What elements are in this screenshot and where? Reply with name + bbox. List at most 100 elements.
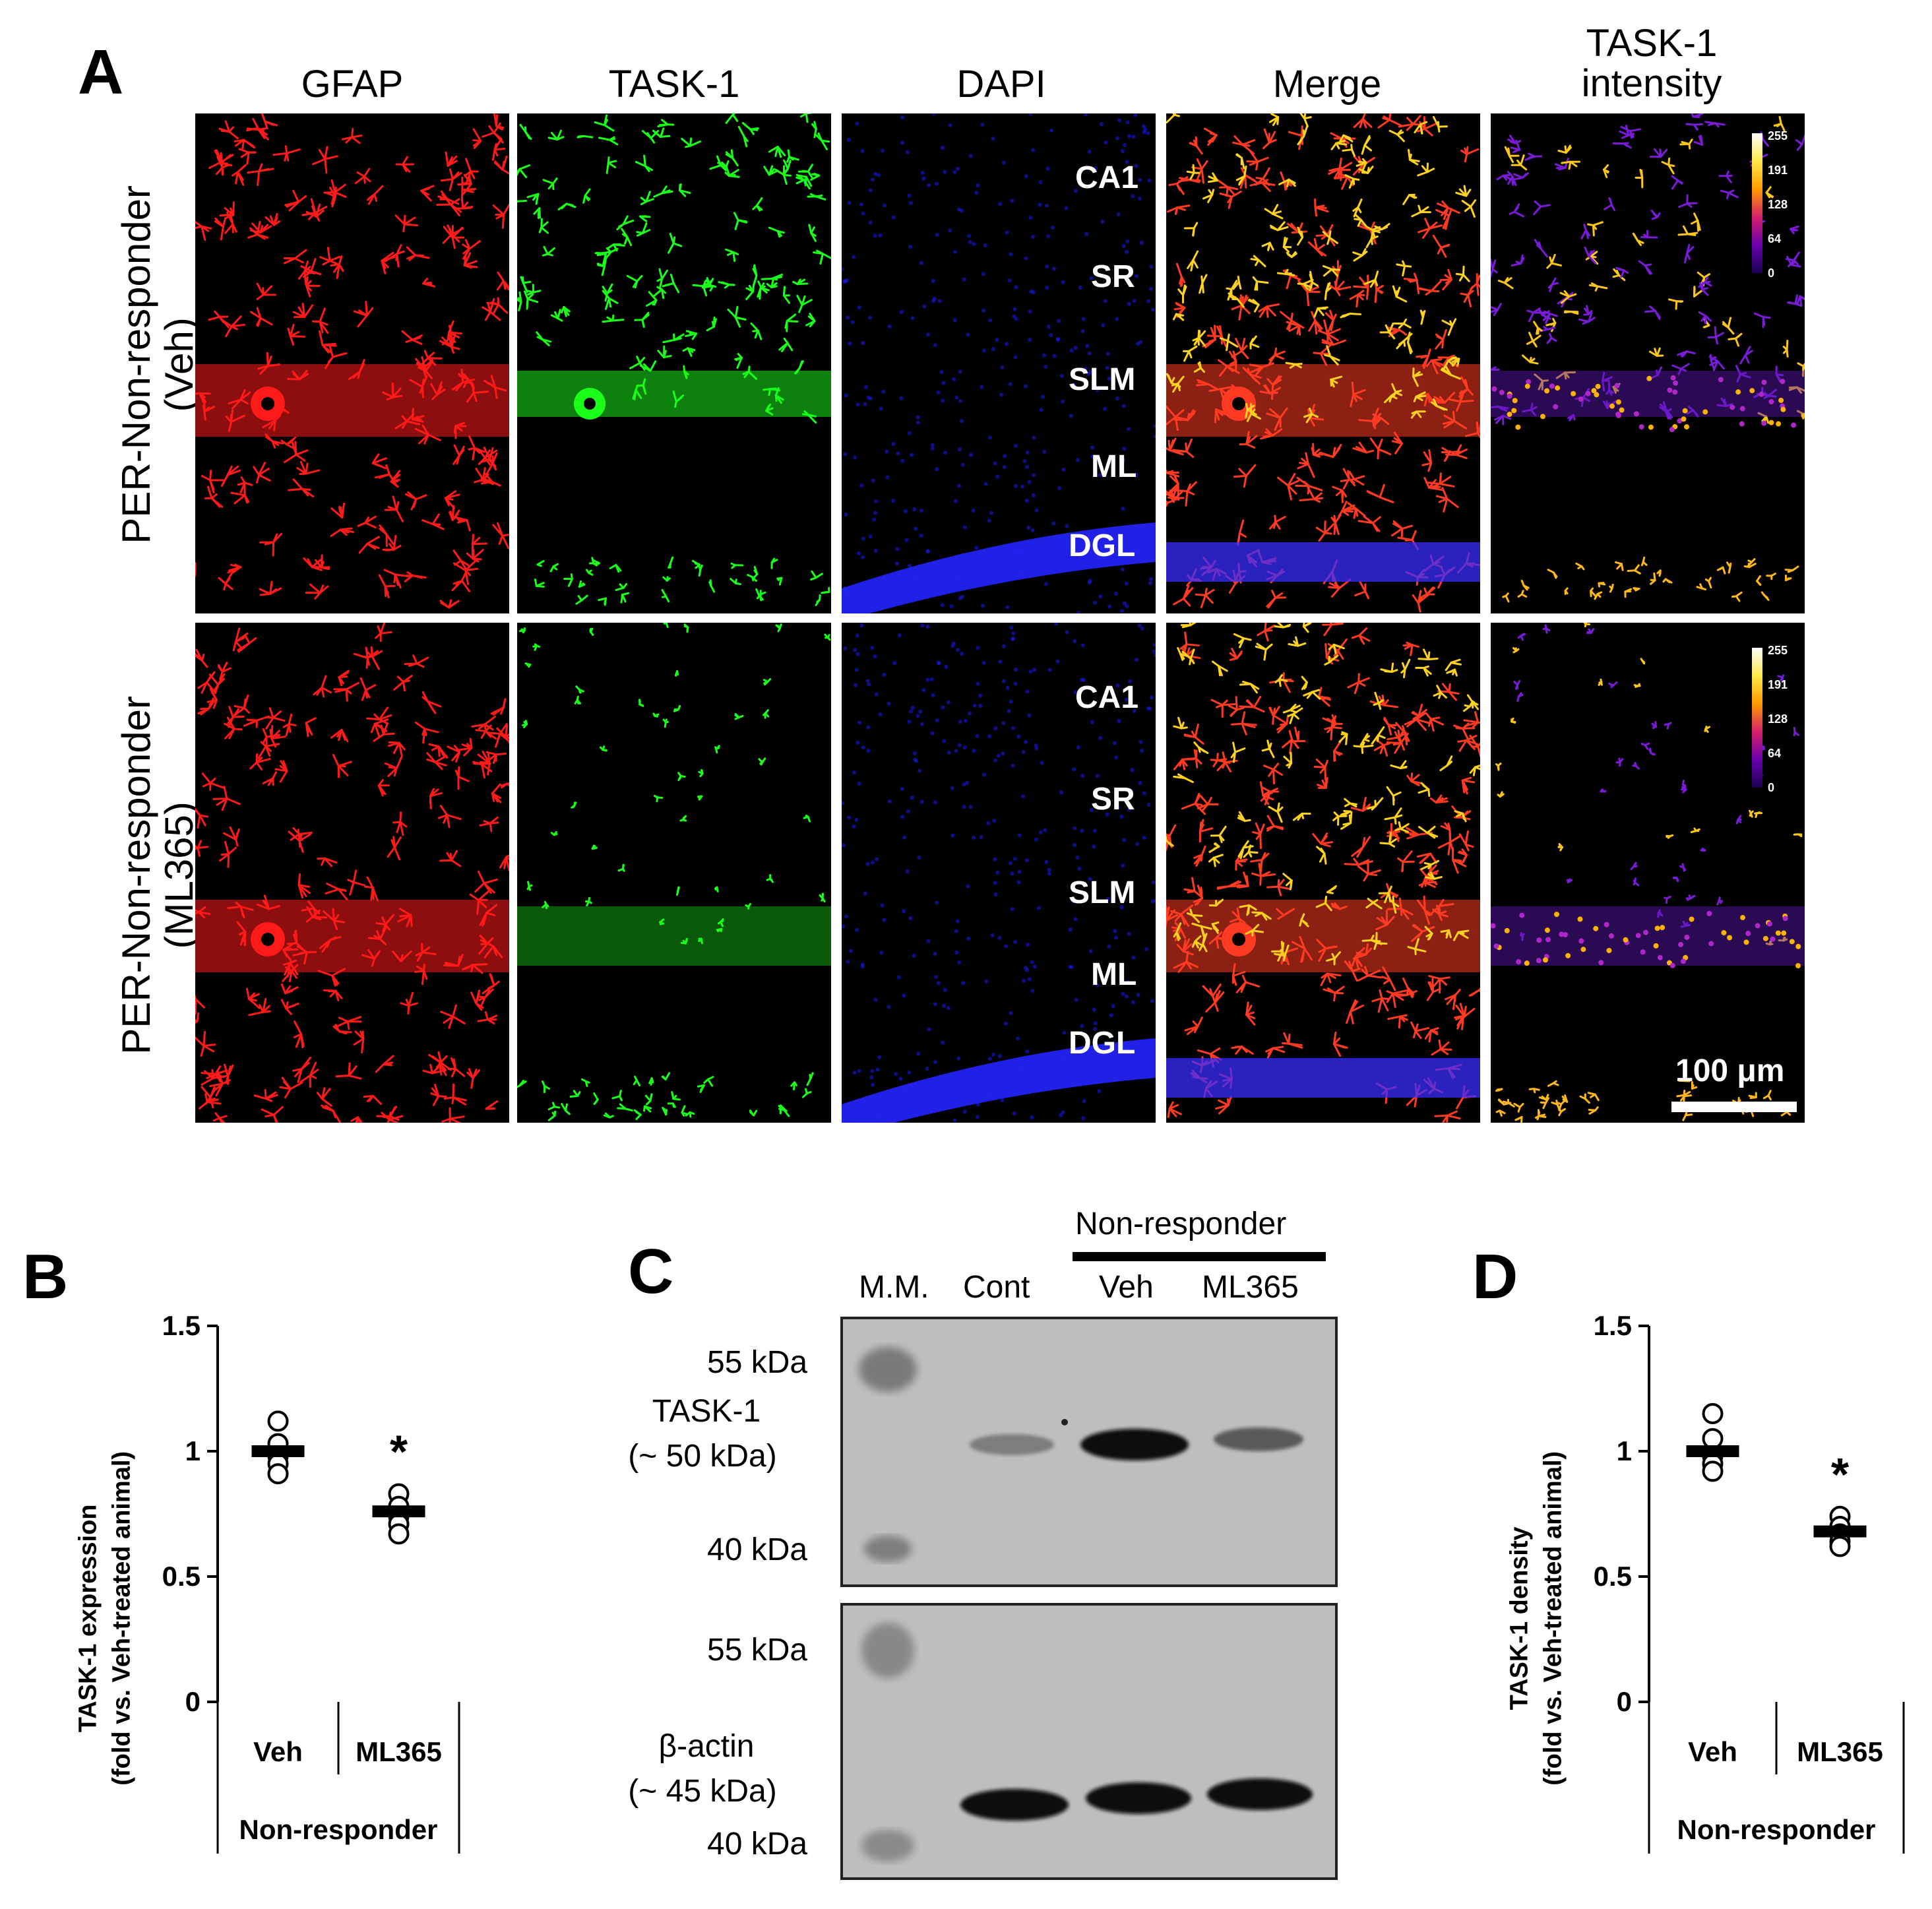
blot-bottom	[840, 1603, 1338, 1880]
colorbar-tick-row1-128: 128	[1768, 198, 1788, 211]
panel-b-mean-0	[251, 1445, 305, 1457]
row-label-veh: PER-Non-responder (Veh)	[114, 141, 201, 589]
colorbar-tick-row2-191: 191	[1768, 678, 1788, 691]
scale-bar	[1671, 1102, 1797, 1112]
region-label-sr-row1: SR	[1091, 259, 1135, 294]
panel-d-group-label: Non-responder	[1677, 1814, 1875, 1845]
micrograph-merge-row2	[1166, 623, 1480, 1123]
panel-b-xlabel-0: Veh	[253, 1736, 303, 1767]
panel-d-ytick-label-0: 1.5	[1594, 1310, 1632, 1341]
blot-group-label: Non-responder	[1075, 1206, 1287, 1241]
top-protein-line2: (~ 50 kDa)	[628, 1439, 777, 1474]
region-label-ml-row2: ML	[1091, 957, 1137, 992]
lane-label-ml365: ML365	[1202, 1270, 1299, 1305]
micrograph-task1-row1	[517, 113, 831, 613]
blot-group-bar	[1073, 1252, 1326, 1261]
region-label-slm-row1: SLM	[1069, 362, 1136, 397]
panel-b-ytick-label-1: 1	[185, 1435, 201, 1466]
panel-d-ytick-label-2: 0.5	[1594, 1561, 1632, 1592]
panel-d-point-0-1	[1702, 1428, 1724, 1449]
marker-band-40-top	[864, 1536, 912, 1562]
panel-d-letter: D	[1472, 1241, 1518, 1312]
top-marker-40: 40 kDa	[707, 1532, 808, 1567]
panel-b-ytick-label-3: 0	[185, 1686, 201, 1717]
task1-band-ml365	[1214, 1427, 1303, 1451]
colorbar-tick-row2-255: 255	[1768, 644, 1788, 657]
row-label-ml365-line1: PER-Non-responder	[114, 696, 159, 1055]
colorbar-tick-row1-0: 0	[1768, 266, 1775, 280]
task1-band-cont	[970, 1434, 1054, 1455]
panel-b-xlabel-1: ML365	[356, 1736, 442, 1767]
blot-top	[840, 1317, 1338, 1587]
marker-band-55-top	[859, 1347, 917, 1392]
blot-speck	[1061, 1419, 1068, 1425]
panel-b-point-1-4	[388, 1523, 410, 1545]
panel-d-xlabel-0: Veh	[1688, 1736, 1737, 1767]
panel-b-chart: 1.5 1 0.5 0 Veh ML365 Non-responder *	[162, 1310, 460, 1854]
panel-b-ytick-label-0: 1.5	[162, 1310, 201, 1341]
top-protein-line1: TASK-1	[652, 1394, 761, 1429]
panel-d-xlabel-1: ML365	[1797, 1736, 1883, 1767]
panel-d-mean-0	[1686, 1445, 1739, 1457]
bottom-protein-line1: β-actin	[658, 1729, 755, 1764]
colorbar-row1	[1752, 133, 1762, 273]
column-title-task1-intensity: TASK-1 intensity	[1581, 22, 1722, 105]
panel-d-ylabel: TASK-1 density (fold vs. Veh-treated ani…	[1503, 1420, 1571, 1816]
micrograph-gfap-row1	[195, 113, 509, 613]
actin-band-cont	[960, 1789, 1069, 1821]
panel-b-ytick-label-2: 0.5	[162, 1561, 201, 1592]
panel-d-significance: *	[1831, 1449, 1850, 1500]
panel-b-point-0-0	[267, 1410, 289, 1432]
colorbar-row2	[1752, 648, 1762, 788]
column-title-task1: TASK-1	[608, 63, 740, 106]
panel-d-ylabel-line1: TASK-1 density	[1505, 1526, 1534, 1710]
panel-b-ylabel-line1: TASK-1 expression	[74, 1504, 102, 1733]
row-label-veh-line1: PER-Non-responder	[114, 185, 159, 544]
panel-d-point-0-0	[1702, 1403, 1724, 1424]
colorbar-tick-row2-64: 64	[1768, 747, 1782, 760]
micrograph-dapi-row2	[842, 623, 1156, 1123]
marker-band-55-bottom	[861, 1623, 914, 1678]
task1-band-veh	[1080, 1429, 1189, 1460]
lane-label-mm: M.M.	[859, 1270, 929, 1305]
colorbar-tick-row1-64: 64	[1768, 232, 1782, 245]
region-label-dgl-row1: DGL	[1069, 528, 1136, 563]
colorbar-tick-row1-255: 255	[1768, 129, 1788, 142]
region-label-slm-row2: SLM	[1069, 875, 1136, 910]
panel-b-letter: B	[22, 1241, 69, 1312]
colorbar-tick-row2-128: 128	[1768, 712, 1788, 726]
column-title-merge: Merge	[1272, 63, 1382, 106]
region-label-ml-row1: ML	[1091, 449, 1137, 484]
bottom-protein-line2: (~ 45 kDa)	[628, 1774, 777, 1809]
micrograph-gfap-row2	[195, 623, 509, 1123]
column-title-dapi: DAPI	[956, 63, 1046, 106]
lane-label-veh: Veh	[1099, 1270, 1154, 1305]
micrograph-task1-row2	[517, 623, 831, 1123]
panel-d-point-1-4	[1829, 1536, 1851, 1557]
colorbar-tick-row1-191: 191	[1768, 164, 1788, 177]
column-title-gfap: GFAP	[301, 63, 404, 106]
row-label-ml365: PER-Non-responder (ML365)	[114, 651, 201, 1100]
panel-d-point-0-4	[1702, 1460, 1724, 1482]
bottom-marker-55: 55 kDa	[707, 1633, 808, 1668]
scale-bar-label: 100 μm	[1675, 1053, 1785, 1088]
panel-d-mean-1	[1813, 1525, 1867, 1538]
colorbar-tick-row2-0: 0	[1768, 781, 1775, 794]
marker-band-40-bottom	[861, 1830, 914, 1862]
panel-d-ytick-label-3: 0	[1617, 1686, 1632, 1717]
actin-band-veh	[1086, 1782, 1191, 1814]
panel-b-point-0-4	[267, 1463, 289, 1485]
micrograph-dapi-row1	[842, 113, 1156, 613]
micrograph-merge-row1	[1166, 113, 1480, 613]
region-label-ca1-row2: CA1	[1075, 680, 1139, 715]
panel-d-chart: 1.5 1 0.5 0 Veh ML365 Non-responder *	[1594, 1310, 1905, 1854]
panel-b-group-label: Non-responder	[239, 1814, 437, 1845]
region-label-dgl-row2: DGL	[1069, 1026, 1136, 1061]
region-label-sr-row2: SR	[1091, 782, 1135, 817]
panel-c-letter: C	[628, 1236, 674, 1307]
lane-label-cont: Cont	[963, 1270, 1030, 1305]
panel-d-ytick-label-1: 1	[1617, 1435, 1632, 1466]
panel-b-mean-1	[372, 1505, 425, 1518]
panel-a-letter: A	[78, 37, 124, 108]
bottom-marker-40: 40 kDa	[707, 1827, 808, 1862]
